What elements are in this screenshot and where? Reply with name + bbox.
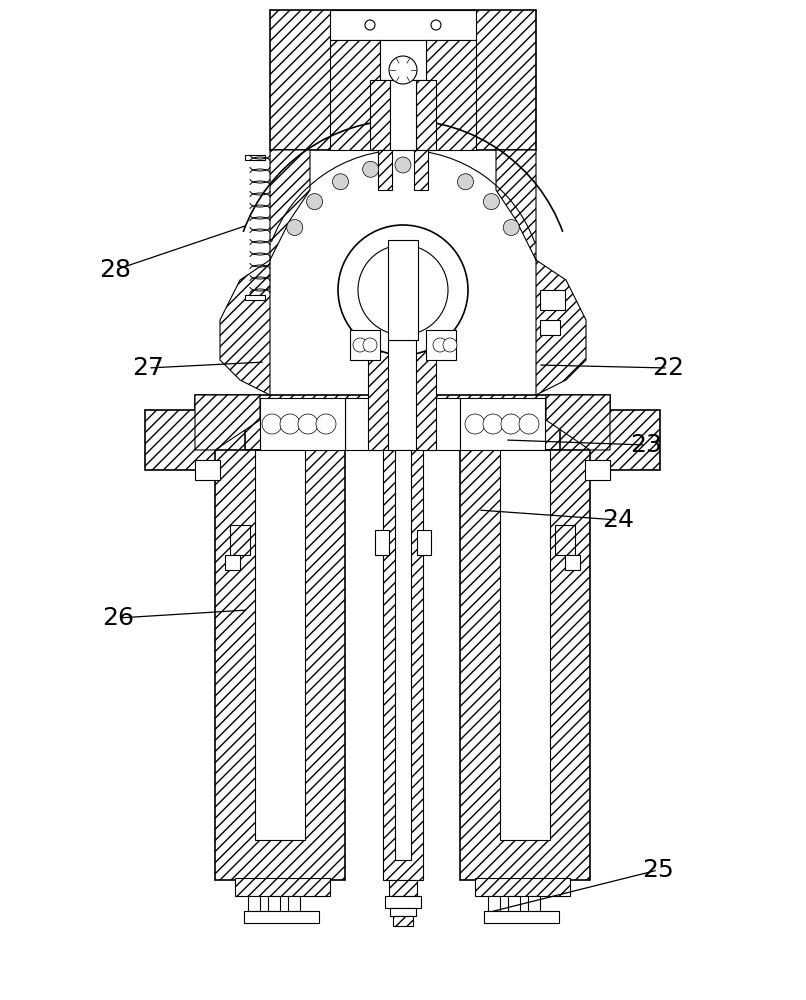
Bar: [460, 398, 545, 450]
Polygon shape: [496, 150, 586, 395]
Bar: [288, 896, 300, 911]
Bar: [555, 525, 575, 555]
Bar: [388, 240, 418, 340]
Polygon shape: [195, 395, 260, 450]
Bar: [235, 878, 330, 896]
Bar: [330, 10, 476, 40]
Bar: [370, 80, 390, 150]
Bar: [330, 40, 380, 150]
Bar: [390, 908, 416, 916]
Bar: [484, 911, 559, 923]
Bar: [388, 340, 416, 450]
Bar: [215, 450, 345, 880]
Bar: [195, 395, 610, 450]
Circle shape: [443, 338, 457, 352]
Bar: [540, 290, 565, 310]
Bar: [380, 40, 426, 80]
Circle shape: [395, 157, 411, 173]
Bar: [383, 450, 423, 880]
Bar: [528, 896, 540, 911]
Bar: [378, 150, 392, 190]
Text: 22: 22: [652, 356, 684, 380]
Bar: [500, 450, 550, 840]
Bar: [540, 320, 560, 335]
Text: 25: 25: [642, 858, 674, 882]
Text: 24: 24: [602, 508, 634, 532]
Text: 27: 27: [132, 356, 164, 380]
Text: 26: 26: [102, 606, 134, 630]
Text: 28: 28: [99, 258, 131, 282]
Circle shape: [458, 174, 473, 190]
Bar: [255, 450, 305, 840]
Bar: [244, 911, 319, 923]
Bar: [385, 896, 421, 908]
Bar: [368, 340, 436, 450]
Bar: [248, 896, 260, 911]
Circle shape: [363, 161, 379, 177]
Bar: [225, 555, 240, 570]
Bar: [268, 896, 280, 911]
Bar: [426, 330, 456, 360]
Circle shape: [365, 20, 375, 30]
Bar: [245, 295, 265, 300]
Circle shape: [306, 194, 322, 210]
Bar: [395, 450, 411, 860]
Polygon shape: [546, 395, 610, 450]
Polygon shape: [220, 150, 310, 395]
Bar: [345, 398, 460, 450]
Bar: [195, 460, 220, 480]
Bar: [488, 896, 500, 911]
Bar: [416, 80, 436, 150]
Bar: [230, 525, 250, 555]
Circle shape: [338, 225, 468, 355]
Bar: [460, 450, 590, 880]
Circle shape: [262, 414, 282, 434]
Circle shape: [433, 338, 447, 352]
Bar: [565, 555, 580, 570]
Bar: [270, 10, 536, 150]
Bar: [508, 896, 520, 911]
Bar: [390, 80, 416, 150]
Bar: [475, 878, 570, 896]
Bar: [560, 410, 660, 470]
Bar: [393, 916, 413, 926]
Bar: [414, 150, 428, 190]
Bar: [417, 530, 431, 555]
Circle shape: [519, 414, 539, 434]
Circle shape: [503, 220, 519, 235]
Bar: [145, 410, 245, 470]
Bar: [350, 330, 380, 360]
Circle shape: [316, 414, 336, 434]
Circle shape: [431, 20, 441, 30]
Circle shape: [389, 56, 417, 84]
Bar: [426, 40, 476, 150]
Circle shape: [465, 414, 485, 434]
Circle shape: [501, 414, 521, 434]
Bar: [260, 398, 345, 450]
Circle shape: [298, 414, 318, 434]
Circle shape: [333, 174, 348, 190]
Bar: [389, 880, 417, 896]
Circle shape: [484, 194, 500, 210]
Text: 23: 23: [630, 433, 662, 457]
Bar: [375, 530, 389, 555]
Circle shape: [287, 220, 303, 235]
Bar: [585, 460, 610, 480]
Circle shape: [353, 338, 367, 352]
Circle shape: [280, 414, 300, 434]
Bar: [245, 155, 265, 160]
Circle shape: [483, 414, 503, 434]
Circle shape: [363, 338, 377, 352]
